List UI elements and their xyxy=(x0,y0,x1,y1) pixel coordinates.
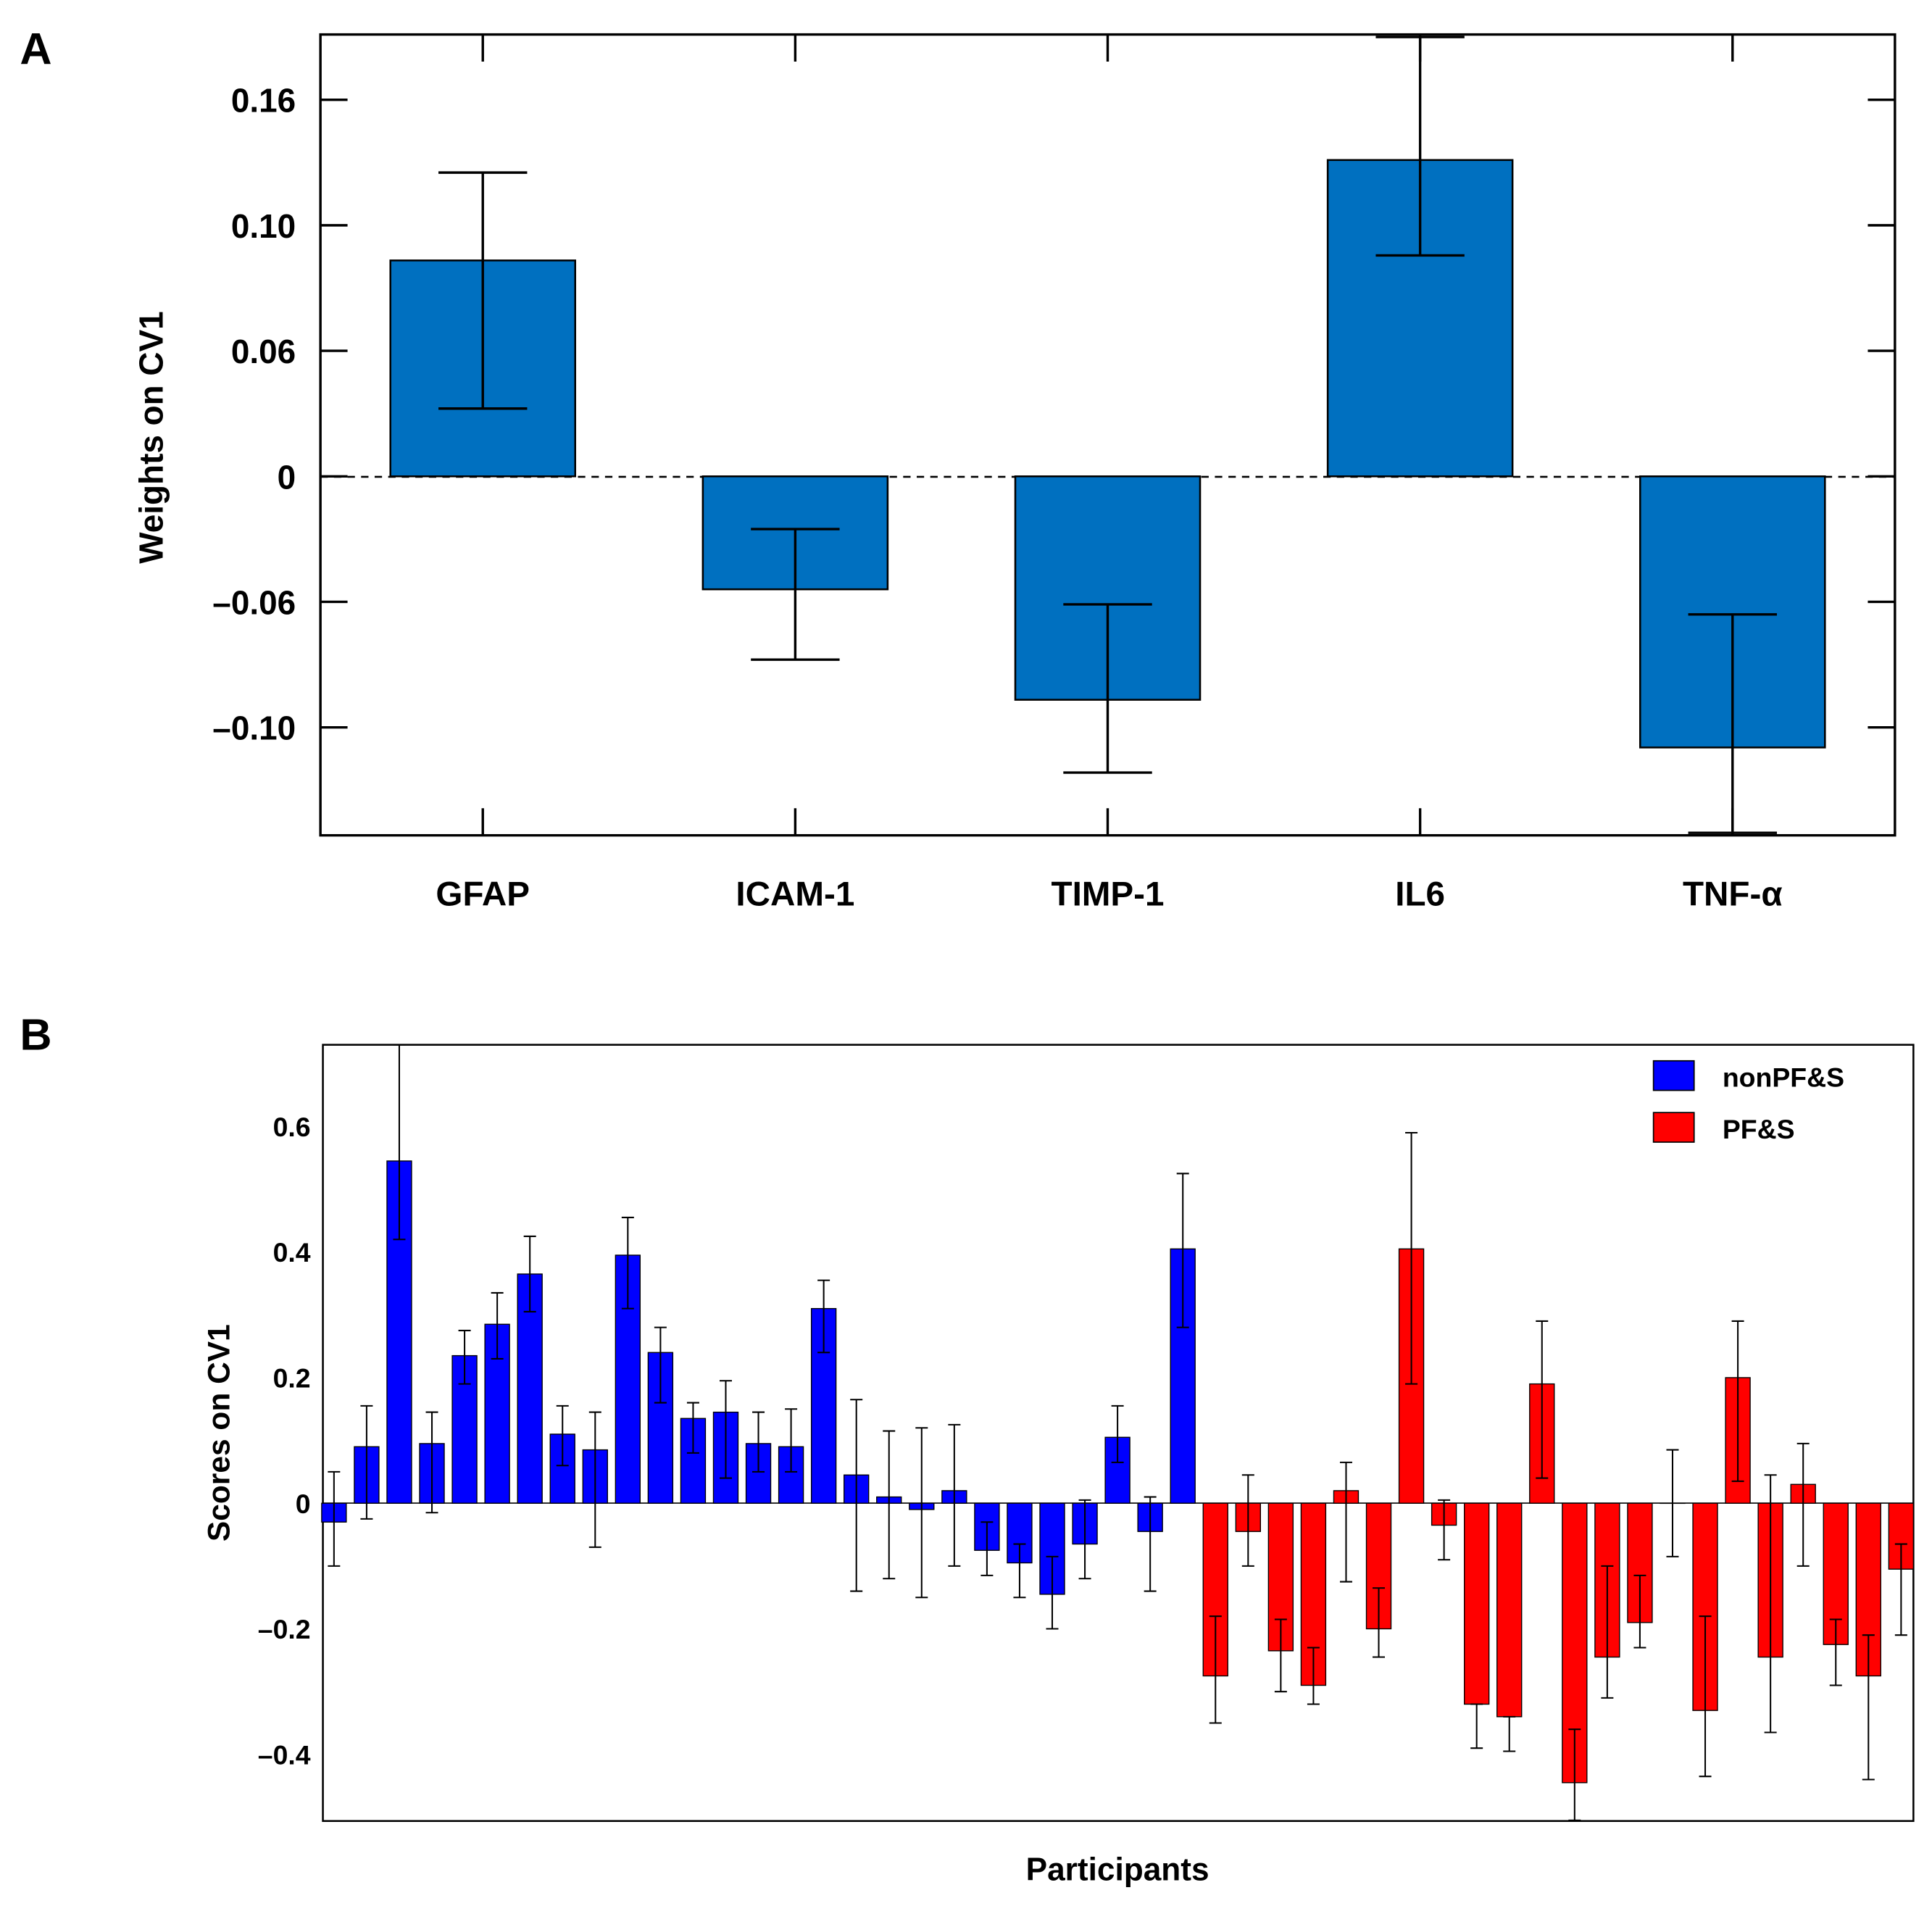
panel-b-x-axis-label: Participants xyxy=(1026,1852,1209,1887)
legend: nonPF&S PF&S xyxy=(1652,1060,1844,1144)
legend-swatch-nonpfs xyxy=(1652,1060,1695,1091)
panel-a-y-axis-label: Weights on CV1 xyxy=(133,311,170,563)
y-tick-label: 0 xyxy=(296,1489,311,1519)
y-tick-label: –0.10 xyxy=(212,709,296,747)
legend-label-pfs: PF&S xyxy=(1723,1114,1795,1144)
bar-PF&S-37 xyxy=(1496,1502,1523,1718)
y-tick-label: 0 xyxy=(278,458,296,496)
y-tick-label: –0.2 xyxy=(258,1614,311,1644)
x-tick-label: ICAM-1 xyxy=(736,875,854,914)
bar-PF&S-31 xyxy=(1300,1502,1327,1686)
panel-a-label: A xyxy=(20,24,51,73)
bar-PF&S-36 xyxy=(1463,1502,1490,1705)
x-tick-label: TIMP-1 xyxy=(1051,875,1164,914)
y-tick-label: 0.4 xyxy=(273,1237,311,1268)
panel-b-y-axis-label: Scores on CV1 xyxy=(202,1324,236,1541)
panel-b-label: B xyxy=(20,1010,51,1059)
panel-b-frame xyxy=(322,1044,1915,1822)
x-tick-label: TNF-α xyxy=(1683,875,1783,914)
legend-swatch-pfs xyxy=(1652,1112,1695,1143)
bar-PF&S-48 xyxy=(1855,1502,1881,1677)
y-tick-label: 0.2 xyxy=(273,1363,311,1394)
y-tick-label: 0.6 xyxy=(273,1112,311,1142)
x-tick-label: GFAP xyxy=(436,875,530,914)
y-tick-label: 0.06 xyxy=(231,333,296,370)
panel-b: B 0.6 0.4 0.2 0 –0.2 –0.4 Scores on CV1 Parti… xyxy=(20,1010,1915,1887)
y-tick-label: –0.06 xyxy=(212,583,296,621)
panel-a: A 0.16 0.10 0.06 0 –0.06 –0.10 GFAP ICAM-1 TIMP… xyxy=(20,24,1896,914)
y-tick-label: –0.4 xyxy=(258,1739,311,1770)
y-tick-label: 0.16 xyxy=(231,82,296,120)
bar-nonPF&S-27 xyxy=(1170,1248,1196,1504)
x-tick-label: IL6 xyxy=(1395,875,1445,914)
y-tick-label: 0.10 xyxy=(231,207,296,245)
legend-label-nonpfs: nonPF&S xyxy=(1723,1062,1844,1092)
